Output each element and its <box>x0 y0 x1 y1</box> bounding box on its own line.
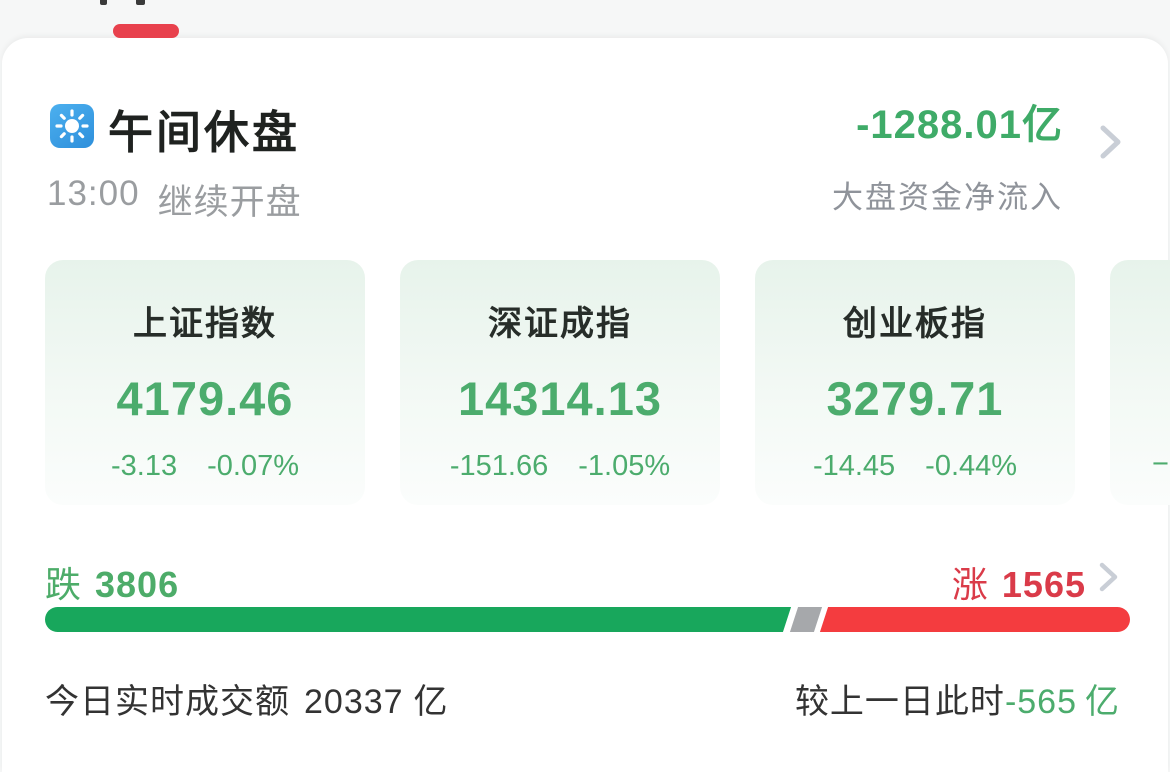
index-name: 创业板指 <box>843 305 987 343</box>
comparison-unit: 亿 <box>1085 683 1120 721</box>
advance-decline-bar <box>45 607 1130 632</box>
comparison-label: 较上一日此时 <box>794 683 1005 721</box>
index-change: -3.13 <box>111 450 178 482</box>
net-flow-summary[interactable]: -1288.01亿 大盘资金净流入 <box>832 92 1063 217</box>
flat-bar-segment <box>789 607 822 632</box>
clipped-tab-text <box>136 0 145 5</box>
resume-status: 继续开盘 <box>157 183 302 222</box>
advance-bar-segment <box>819 607 1130 632</box>
decliners-label: 跌 <box>45 564 82 605</box>
index-change: -14.45 <box>812 450 896 482</box>
advancers-summary: 涨 1565 <box>952 556 1086 608</box>
index-value: 4179.46 <box>116 372 294 425</box>
index-card-partial[interactable]: − <box>1110 260 1170 505</box>
index-card-chinext[interactable]: 创业板指 3279.71 -14.45 -0.44% <box>755 260 1075 505</box>
decliners-summary: 跌 3806 <box>45 556 179 608</box>
active-tab-indicator[interactable] <box>113 24 179 38</box>
decliners-count: 3806 <box>95 564 180 605</box>
index-change: − <box>1152 448 1169 480</box>
index-name: 上证指数 <box>133 305 277 343</box>
page-title: 午间休盘 <box>108 107 301 158</box>
net-flow-label: 大盘资金净流入 <box>832 180 1063 215</box>
today-turnover: 今日实时成交额 20337 亿 <box>45 674 449 723</box>
comparison-value: -565 <box>1004 683 1077 721</box>
index-change-pct: -1.05% <box>578 450 671 482</box>
advancers-count: 1565 <box>1001 564 1086 605</box>
index-name: 深证成指 <box>488 305 632 343</box>
net-flow-value: -1288.01亿 <box>856 103 1063 147</box>
index-card-shenzhen[interactable]: 深证成指 14314.13 -151.66 -1.05% <box>400 260 720 505</box>
today-turnover-label: 今日实时成交额 <box>45 683 290 721</box>
index-value: 3279.71 <box>826 372 1004 425</box>
index-change-pct: -0.44% <box>925 450 1018 482</box>
advancers-label: 涨 <box>951 564 988 605</box>
resume-time: 13:00 <box>47 174 140 213</box>
decline-bar-segment <box>45 607 792 632</box>
index-change-pct: -0.07% <box>207 450 299 482</box>
chevron-right-icon[interactable] <box>1098 560 1120 599</box>
clipped-tab-text <box>100 0 107 5</box>
index-change: -151.66 <box>449 450 549 482</box>
today-turnover-value: 20337 <box>304 683 404 721</box>
session-subtitle: 13:00 继续开盘 <box>47 174 302 225</box>
turnover-comparison: 较上一日此时 -565 亿 <box>795 674 1120 723</box>
sun-icon <box>50 104 94 148</box>
index-value: 14314.13 <box>457 372 663 425</box>
chevron-right-icon[interactable] <box>1098 122 1124 167</box>
today-turnover-unit: 亿 <box>413 683 449 721</box>
index-card-shanghai[interactable]: 上证指数 4179.46 -3.13 -0.07% <box>45 260 365 505</box>
